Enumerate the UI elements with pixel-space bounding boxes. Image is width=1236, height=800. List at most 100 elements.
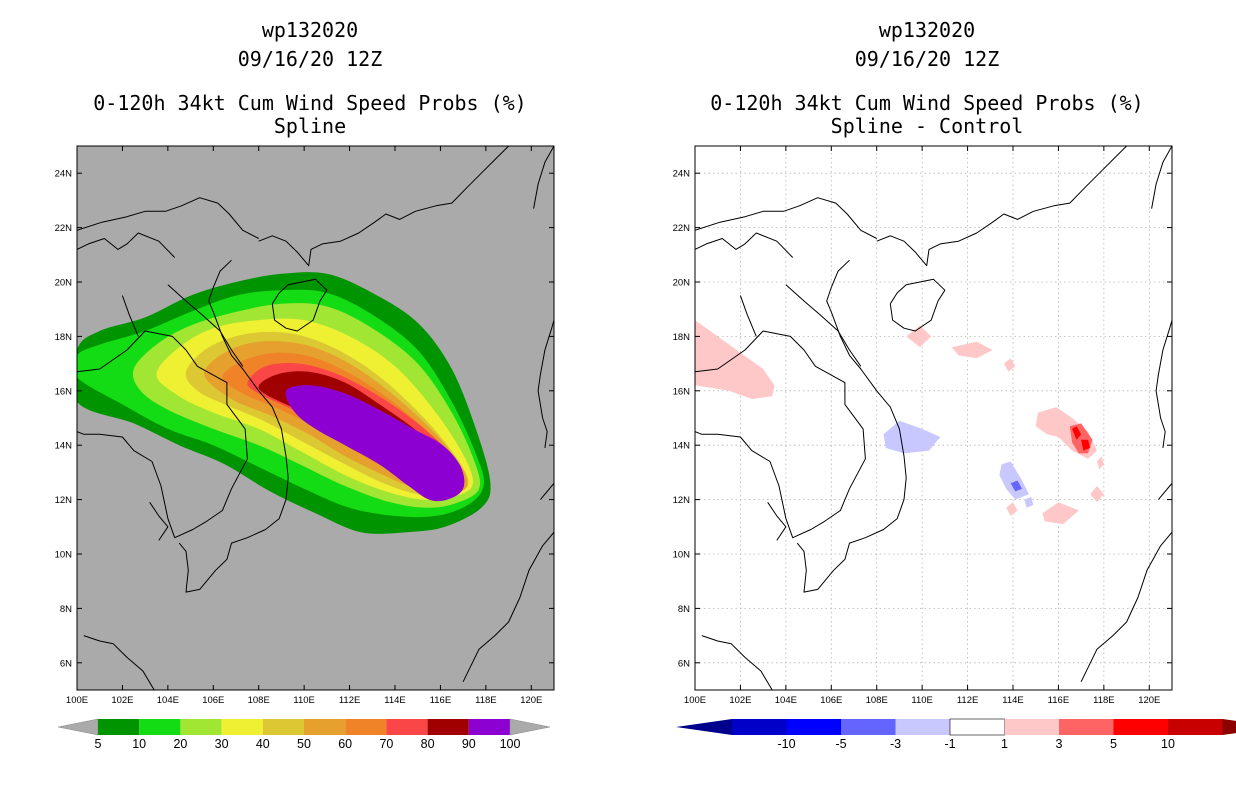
colorbar-box: [841, 719, 896, 735]
lat-label: 14N: [55, 441, 73, 452]
lon-label: 118E: [1093, 695, 1114, 706]
colorbar-label: 50: [297, 737, 311, 751]
lon-label: 104E: [157, 695, 179, 706]
prob-contour-90: [285, 385, 465, 502]
lat-label: 6N: [678, 658, 690, 669]
diff-patch: [999, 461, 1029, 500]
lat-label: 20N: [673, 278, 691, 289]
coastline: [167, 284, 244, 367]
coastline: [1151, 146, 1172, 209]
colorbar-box: [1113, 719, 1168, 735]
diff-patch: [1010, 480, 1023, 492]
lon-label: 114E: [384, 695, 405, 706]
colorbar-end-high: [509, 718, 551, 736]
left-panel-title: wp132020 09/16/20 12Z 0-120h 34kt Cum Wi…: [10, 16, 610, 141]
colorbar-box: [468, 719, 510, 735]
lat-label: 6N: [60, 658, 72, 669]
coastline: [77, 330, 248, 539]
lon-label: 106E: [820, 695, 842, 706]
lat-label: 22N: [55, 223, 73, 234]
coastline: [695, 197, 877, 239]
lat-label: 24N: [55, 169, 73, 180]
coastline: [739, 295, 757, 337]
coastline: [1080, 531, 1172, 683]
colorbar-end-low: [57, 718, 99, 736]
coastline: [701, 635, 773, 690]
coastline: [83, 635, 155, 690]
left-subtitle: Spline: [273, 114, 347, 138]
coastline: [540, 482, 554, 500]
right-subtitle: Spline - Control: [830, 114, 1024, 138]
coastline: [121, 295, 139, 337]
diff-patch: [1090, 486, 1104, 503]
diff-patch: [1024, 496, 1034, 508]
diff-patch: [883, 420, 941, 454]
coastline: [889, 278, 946, 332]
colorbar-label: 1: [1001, 737, 1008, 751]
diff-patch: [1072, 426, 1082, 440]
colorbar-box: [732, 719, 787, 735]
lon-label: 118E: [475, 695, 496, 706]
lon-label: 112E: [339, 695, 360, 706]
coastline: [767, 502, 787, 541]
lon-label: 114E: [1002, 695, 1023, 706]
colorbar-label: 3: [1056, 737, 1063, 751]
coastline: [271, 278, 328, 332]
colorbar-box: [139, 719, 181, 735]
coastline: [77, 232, 176, 258]
lon-label: 110E: [911, 695, 932, 706]
colorbar-box: [262, 719, 304, 735]
lon-label: 102E: [111, 695, 133, 706]
colorbar: -10 -5 -3 -1 1 3 5 10: [676, 718, 1236, 751]
colorbar-box: [1059, 719, 1114, 735]
diff-patch: [1006, 502, 1018, 516]
lon-label: 102E: [729, 695, 751, 706]
lon-label: 116E: [1048, 695, 1069, 706]
colorbar-label: -10: [777, 737, 795, 751]
lon-label: 120E: [1138, 695, 1160, 706]
lat-label: 16N: [55, 386, 73, 397]
coastline: [695, 232, 794, 258]
coastline: [1158, 482, 1172, 500]
right-storm-id: wp132020: [878, 18, 976, 42]
right-datetime: 09/16/20 12Z: [854, 47, 1000, 71]
lon-label: 112E: [957, 695, 978, 706]
lat-label: 8N: [60, 604, 72, 615]
colorbar-label: 90: [462, 737, 476, 751]
right-panel-title: wp132020 09/16/20 12Z 0-120h 34kt Cum Wi…: [627, 16, 1227, 141]
lat-label: 22N: [673, 223, 691, 234]
colorbar: 5 10 20 30 40 50 60 70 80 90 100: [57, 718, 551, 751]
diff-patch: [906, 325, 932, 348]
colorbar-label: 5: [95, 737, 102, 751]
lat-label: 14N: [673, 441, 691, 452]
lon-label: 100E: [684, 695, 706, 706]
lat-label: 10N: [673, 550, 691, 561]
colorbar-label: 100: [500, 737, 521, 751]
right-product: 0-120h 34kt Cum Wind Speed Probs (%): [710, 91, 1144, 115]
lat-label: 20N: [55, 278, 73, 289]
coastline: [149, 502, 169, 541]
map-content: [77, 146, 554, 690]
coastline: [178, 259, 289, 593]
lat-label: 8N: [678, 604, 690, 615]
lon-label: 110E: [293, 695, 314, 706]
lat-label: 12N: [55, 495, 73, 506]
colorbar-label: 20: [173, 737, 187, 751]
colorbar-box: [98, 719, 140, 735]
lat-label: 10N: [55, 550, 73, 561]
right-difference-map: 24N 22N 20N 18N 16N 14N 12N 10N 8N 6N 100E 102E 104E…: [673, 145, 1236, 751]
diff-patch: [1042, 502, 1079, 525]
coastline: [876, 146, 1127, 267]
colorbar-box: [895, 719, 950, 735]
colorbar-label: 10: [1161, 737, 1175, 751]
lon-label: 108E: [248, 695, 270, 706]
lat-label: 16N: [673, 386, 691, 397]
lon-label: 106E: [202, 695, 224, 706]
colorbar-label: 30: [215, 737, 229, 751]
colorbar-box: [180, 719, 222, 735]
lat-label: 18N: [673, 332, 691, 343]
colorbar-label: 80: [421, 737, 435, 751]
left-product: 0-120h 34kt Cum Wind Speed Probs (%): [93, 91, 527, 115]
coastline: [258, 146, 509, 267]
left-datetime: 09/16/20 12Z: [237, 47, 383, 71]
